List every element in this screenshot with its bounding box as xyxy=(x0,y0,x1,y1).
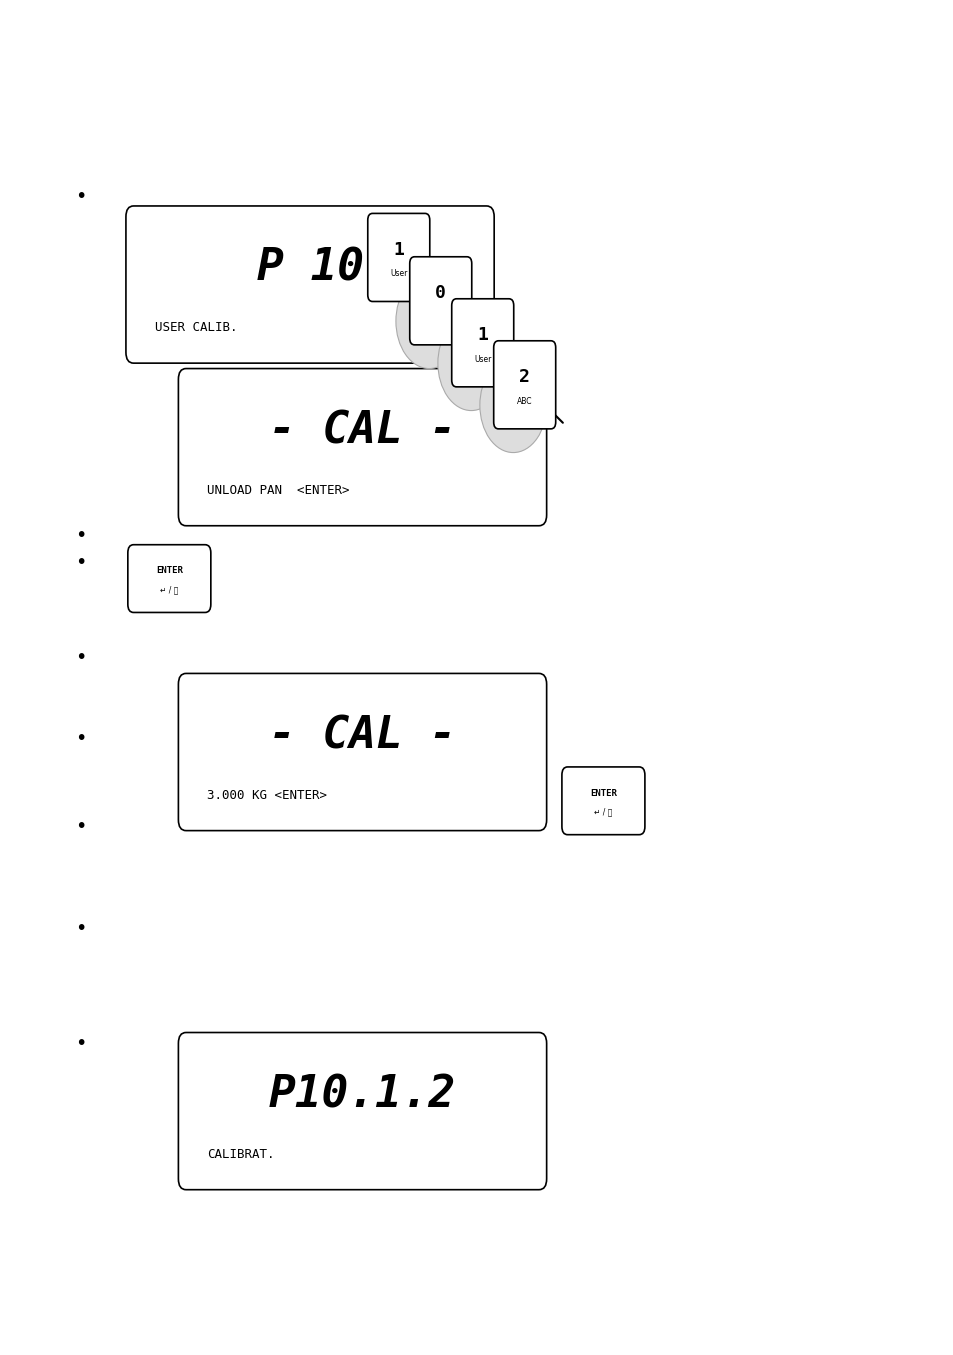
Ellipse shape xyxy=(395,274,462,369)
Ellipse shape xyxy=(437,316,504,411)
Text: •: • xyxy=(75,526,87,545)
FancyBboxPatch shape xyxy=(178,1033,546,1190)
Text: 1: 1 xyxy=(393,241,404,259)
Text: User: User xyxy=(390,270,407,278)
Text: 1: 1 xyxy=(476,327,488,344)
FancyBboxPatch shape xyxy=(561,767,644,835)
Text: •: • xyxy=(75,553,87,572)
Text: •: • xyxy=(75,729,87,748)
Text: USER CALIB.: USER CALIB. xyxy=(154,321,237,335)
Text: •: • xyxy=(75,648,87,667)
Text: 0: 0 xyxy=(435,285,446,302)
FancyBboxPatch shape xyxy=(494,341,555,428)
Text: P10.1.2: P10.1.2 xyxy=(269,1073,456,1117)
Text: •: • xyxy=(75,1034,87,1053)
Text: 2: 2 xyxy=(518,369,530,386)
Text: ↵ / ⒪: ↵ / ⒪ xyxy=(160,585,178,595)
Text: ENTER: ENTER xyxy=(589,789,617,798)
Text: ↵ / ⒪: ↵ / ⒪ xyxy=(594,808,612,817)
FancyBboxPatch shape xyxy=(178,369,546,526)
Text: •: • xyxy=(75,919,87,938)
Ellipse shape xyxy=(479,358,546,453)
Text: •: • xyxy=(75,187,87,206)
Text: User: User xyxy=(474,355,491,363)
Text: - CAL -: - CAL - xyxy=(269,409,456,453)
Text: - CAL -: - CAL - xyxy=(269,714,456,757)
Text: ENTER: ENTER xyxy=(155,566,183,576)
Text: UNLOAD PAN  <ENTER>: UNLOAD PAN <ENTER> xyxy=(207,484,350,497)
FancyBboxPatch shape xyxy=(409,257,471,344)
Text: CALIBRAT.: CALIBRAT. xyxy=(207,1148,274,1161)
FancyBboxPatch shape xyxy=(367,213,429,302)
Text: ABC: ABC xyxy=(517,397,532,405)
Text: •: • xyxy=(75,817,87,836)
Text: P 10: P 10 xyxy=(256,247,363,290)
FancyBboxPatch shape xyxy=(452,298,513,388)
Text: 3.000 KG <ENTER>: 3.000 KG <ENTER> xyxy=(207,789,327,802)
FancyBboxPatch shape xyxy=(126,206,494,363)
FancyBboxPatch shape xyxy=(178,673,546,831)
FancyBboxPatch shape xyxy=(128,545,211,612)
